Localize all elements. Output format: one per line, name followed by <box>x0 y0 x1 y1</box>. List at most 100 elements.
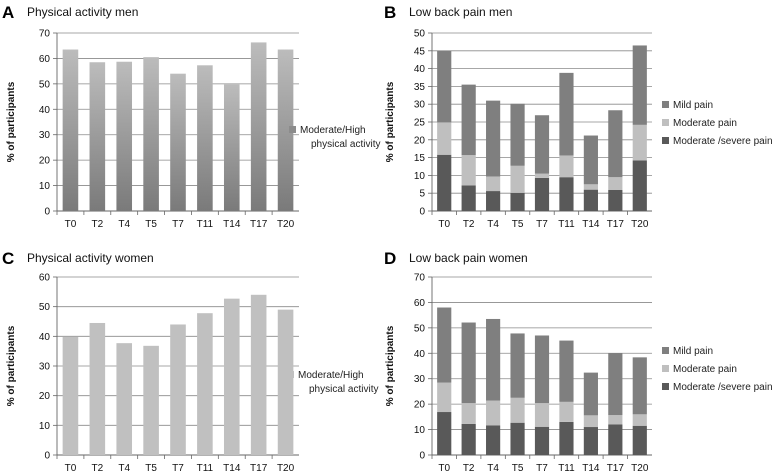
y-tick-label: 45 <box>414 46 426 57</box>
bar-a-t14-s0 <box>223 84 240 211</box>
legend-label: Moderate/High physical activity <box>300 125 380 150</box>
bar-b-t4-s2 <box>486 100 501 177</box>
bar-b-t14-s2 <box>583 135 598 185</box>
bar-c-t17-s0 <box>250 294 267 455</box>
bar-b-t4-s1 <box>486 176 501 192</box>
bar-a-t7-s0 <box>170 73 186 211</box>
x-tick-label: T14 <box>582 219 600 230</box>
bar-d-t0-s1 <box>437 382 452 413</box>
bar-d-t11-s2 <box>559 340 574 402</box>
bar-d-t4-s1 <box>486 400 501 426</box>
y-tick-label: 50 <box>39 79 51 90</box>
y-axis-label: % of participants <box>385 81 396 162</box>
x-tick-label: T20 <box>277 219 295 230</box>
legend-entry: Mild pain <box>662 100 713 111</box>
x-tick-label: T2 <box>463 219 475 230</box>
x-tick-label: T7 <box>536 219 548 230</box>
x-tick-label: T0 <box>65 219 77 230</box>
bar-c-t5-s0 <box>143 345 159 455</box>
legend-entry: Moderate/High physical activity <box>287 370 378 395</box>
x-tick-label: T20 <box>631 463 649 474</box>
x-tick-label: T17 <box>607 219 625 230</box>
bar-d-t5-s2 <box>510 333 525 398</box>
y-tick-label: 50 <box>414 29 426 40</box>
bar-b-t11-s0 <box>559 177 574 211</box>
bar-d-t17-s2 <box>608 353 623 416</box>
legend-label: Moderate/High physical activity <box>298 370 378 395</box>
x-tick-label: T2 <box>91 463 103 474</box>
panel-letter: B <box>384 3 396 22</box>
bar-b-t2-s2 <box>461 84 476 156</box>
bar-b-t0-s2 <box>437 50 452 123</box>
bar-b-t7-s2 <box>534 115 550 174</box>
bar-d-t20-s1 <box>632 414 647 426</box>
legend-swatch <box>662 119 669 126</box>
x-tick-label: T20 <box>631 219 649 230</box>
bar-d-t17-s1 <box>608 415 623 425</box>
legend-label: Moderate pain <box>673 118 737 129</box>
legend-entry: Moderate pain <box>662 364 737 375</box>
y-tick-label: 60 <box>39 54 51 65</box>
bar-b-t17-s0 <box>608 189 623 211</box>
y-tick-label: 40 <box>39 332 51 343</box>
bar-b-t4-s0 <box>486 191 501 211</box>
x-tick-label: T11 <box>558 463 575 474</box>
bar-d-t5-s0 <box>510 422 525 455</box>
legend-swatch <box>662 383 669 390</box>
legend-entry: Moderate/High physical activity <box>289 125 380 150</box>
x-tick-label: T7 <box>172 219 184 230</box>
panel-letter: C <box>2 249 14 268</box>
bar-d-t14-s0 <box>583 427 598 455</box>
bar-b-t20-s2 <box>632 45 647 125</box>
bar-d-t7-s2 <box>534 335 550 404</box>
chart-title: Low back pain men <box>409 5 512 19</box>
y-tick-label: 20 <box>39 391 51 402</box>
bar-d-t7-s0 <box>534 426 550 455</box>
x-tick-label: T5 <box>145 463 157 474</box>
y-tick-label: 10 <box>414 171 426 182</box>
y-axis-label: % of participants <box>385 325 396 406</box>
y-tick-label: 0 <box>44 451 50 462</box>
y-tick-label: 70 <box>39 29 51 40</box>
bar-a-t2-s0 <box>89 62 106 211</box>
bar-c-t0-s0 <box>62 336 79 455</box>
bar-b-t14-s1 <box>583 184 598 190</box>
panel-letter: D <box>384 249 396 268</box>
legend-swatch <box>287 371 294 378</box>
x-tick-label: T17 <box>250 463 268 474</box>
x-tick-label: T11 <box>197 219 214 230</box>
bar-d-t14-s2 <box>583 372 598 416</box>
panel-c: C Physical activity women 0 10 20 30 40 50 60 % o… <box>2 249 378 474</box>
bar-b-t2-s0 <box>461 185 476 211</box>
y-tick-label: 15 <box>414 153 426 164</box>
bar-d-t14-s1 <box>583 415 598 428</box>
bar-d-t4-s0 <box>486 425 501 455</box>
legend-label: Moderate pain <box>673 364 737 375</box>
panel-d: D Low back pain women 0 10 20 30 40 50 60 70 % of … <box>384 249 773 474</box>
bar-d-t2-s0 <box>461 423 476 455</box>
y-tick-label: 0 <box>44 207 50 218</box>
bar-d-t11-s1 <box>559 401 574 422</box>
bar-d-t0-s2 <box>437 307 452 383</box>
legend-swatch <box>662 365 669 372</box>
x-tick-label: T5 <box>145 219 157 230</box>
chart-title: Physical activity men <box>27 5 138 19</box>
x-tick-label: T17 <box>250 219 268 230</box>
bar-b-t17-s2 <box>608 110 623 178</box>
bar-b-t17-s1 <box>608 177 623 190</box>
y-tick-label: 10 <box>39 421 51 432</box>
x-tick-label: T7 <box>172 463 184 474</box>
legend-entry: Moderate /severe pain <box>662 382 773 393</box>
y-axis-label: % of participants <box>6 81 17 162</box>
bar-a-t5-s0 <box>143 57 159 212</box>
y-tick-label: 10 <box>414 425 426 436</box>
bar-b-t5-s1 <box>510 165 525 193</box>
x-tick-label: T14 <box>582 463 600 474</box>
bar-b-t5-s0 <box>510 192 525 211</box>
legend-label: Mild pain <box>673 346 713 357</box>
legend-swatch <box>662 101 669 108</box>
x-tick-label: T14 <box>223 219 241 230</box>
y-tick-label: 30 <box>414 100 426 111</box>
bar-d-t0-s0 <box>437 412 452 455</box>
